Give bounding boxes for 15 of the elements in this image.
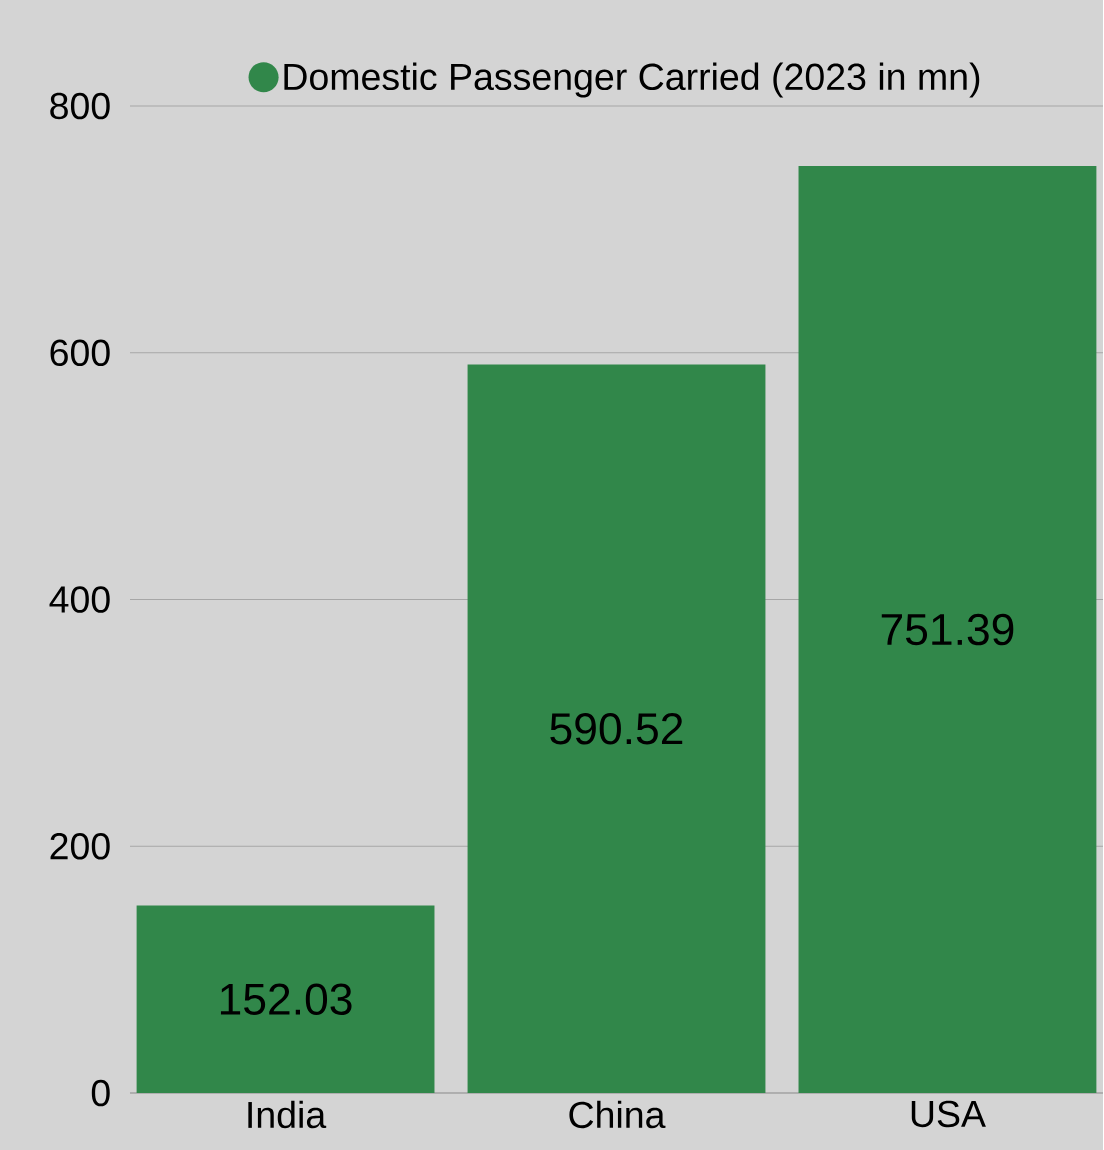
y-tick-label: 800 <box>50 92 110 120</box>
bar <box>467 364 766 1093</box>
y-tick-label: 0 <box>92 1079 110 1107</box>
data-label: 152.03 <box>221 983 352 1015</box>
bar <box>798 165 1097 1093</box>
legend-label: Domestic Passenger Carried (2023 in mn) <box>284 62 980 98</box>
x-tick-label: China <box>569 1100 666 1129</box>
y-tick-label: 200 <box>50 832 110 860</box>
data-label: 590.52 <box>550 713 683 745</box>
data-label: 751.39 <box>881 613 1014 646</box>
x-tick-label: India <box>248 1100 327 1129</box>
y-tick-label: 600 <box>50 339 110 367</box>
bar <box>136 905 435 1093</box>
x-tick-label: USA <box>912 1100 987 1128</box>
y-tick-label: 400 <box>49 586 110 613</box>
